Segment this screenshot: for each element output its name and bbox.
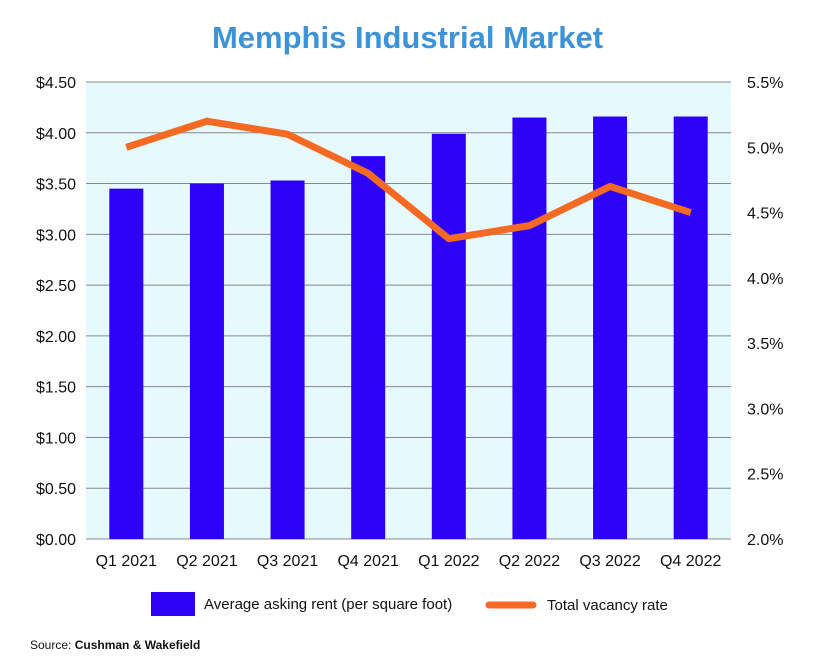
right-tick-label: 3.0% bbox=[747, 401, 783, 418]
y-tick-label: $4.50 bbox=[36, 75, 76, 92]
x-tick-label: Q4 2022 bbox=[660, 553, 721, 570]
vacancy-line bbox=[125, 117, 692, 243]
legend-bar-label: Average asking rent (per square foot) bbox=[204, 596, 452, 613]
x-tick-label: Q3 2022 bbox=[579, 553, 640, 570]
chart-title: Memphis Industrial Market bbox=[211, 20, 604, 55]
y-tick-label: $3.50 bbox=[36, 177, 76, 194]
y-tick-label: $4.00 bbox=[36, 126, 76, 143]
y-tick-label: $3.00 bbox=[36, 227, 76, 244]
legend-line-label: Total vacancy rate bbox=[547, 597, 668, 614]
source-label: Source: bbox=[30, 638, 72, 652]
bar bbox=[109, 188, 144, 539]
x-tick-label: Q2 2022 bbox=[499, 553, 560, 570]
x-tick-label: Q3 2021 bbox=[257, 553, 318, 570]
x-tick-label: Q4 2021 bbox=[337, 553, 398, 570]
bar bbox=[512, 117, 547, 540]
right-tick-label: 2.0% bbox=[747, 532, 783, 549]
y-tick-label: $0.00 bbox=[36, 532, 76, 549]
bar bbox=[351, 156, 386, 539]
y-tick-label: $0.50 bbox=[36, 481, 76, 498]
y-tick-label: $1.50 bbox=[36, 380, 76, 397]
x-tick-label: Q2 2021 bbox=[176, 553, 237, 570]
line-series bbox=[125, 117, 692, 243]
x-tick-label: Q1 2022 bbox=[418, 553, 479, 570]
y-tick-label: $1.00 bbox=[36, 430, 76, 447]
bar bbox=[189, 183, 224, 540]
source-note: Source: Cushman & Wakefield bbox=[30, 638, 200, 652]
bar-series bbox=[109, 116, 708, 540]
right-tick-label: 3.5% bbox=[747, 336, 783, 353]
y-tick-label: $2.50 bbox=[36, 278, 76, 295]
right-tick-label: 2.5% bbox=[747, 467, 783, 484]
right-tick-label: 5.0% bbox=[747, 140, 783, 157]
plot-area bbox=[86, 82, 731, 539]
legend: Average asking rent (per square foot) Tot… bbox=[151, 592, 668, 616]
right-tick-label: 4.0% bbox=[747, 271, 783, 288]
y-tick-label: $2.00 bbox=[36, 329, 76, 346]
bar bbox=[431, 133, 466, 539]
right-tick-label: 5.5% bbox=[747, 75, 783, 92]
source-name: Cushman & Wakefield bbox=[74, 638, 201, 652]
bar bbox=[673, 116, 708, 539]
right-tick-label: 4.5% bbox=[747, 206, 783, 223]
x-axis-labels: Q1 2021 Q2 2021 Q3 2021 Q4 2021 Q1 2022 Q2 20… bbox=[96, 553, 722, 570]
bar bbox=[593, 116, 628, 539]
x-tick-label: Q1 2021 bbox=[96, 553, 157, 570]
bar bbox=[270, 180, 305, 539]
right-axis-labels: 2.0% 2.5% 3.0% 3.5% 4.0% 4.5% 5.0% 5.5% bbox=[747, 75, 783, 549]
left-axis-labels: $0.00 $0.50 $1.00 $1.50 $2.00 $2.50 $3.00 $3.50… bbox=[36, 75, 76, 549]
legend-bar-swatch bbox=[151, 592, 195, 616]
